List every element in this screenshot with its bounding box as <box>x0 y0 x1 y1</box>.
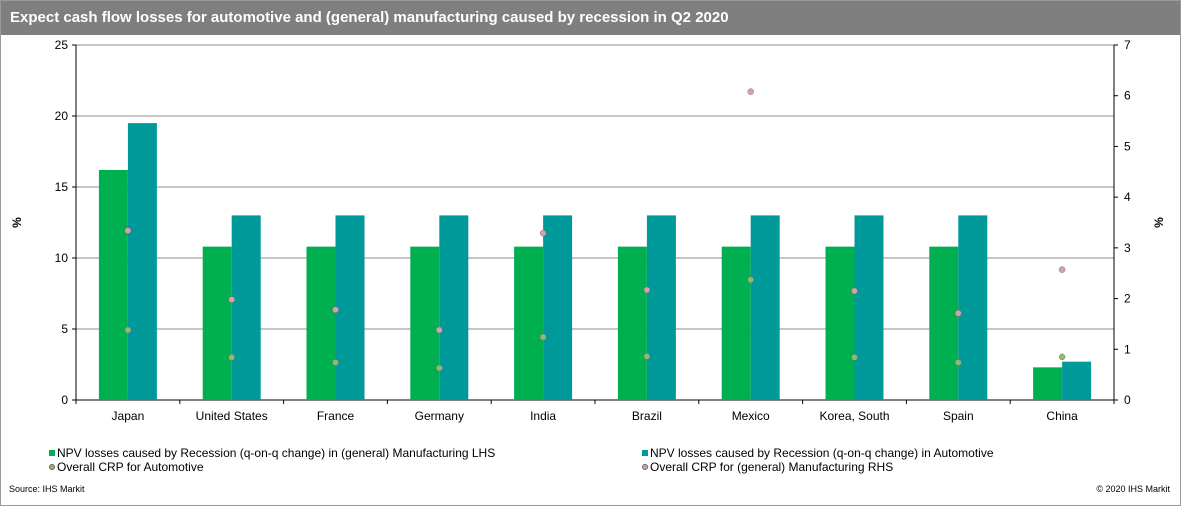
bar-automotive-9 <box>1062 361 1092 400</box>
bar-manufacturing-2 <box>306 246 336 400</box>
copyright-note: © 2020 IHS Markit <box>1096 484 1170 494</box>
x-tick-label-5: Brazil <box>632 409 662 423</box>
x-tick-label-3: Germany <box>415 409 464 423</box>
dot-crp-automotive-1 <box>228 354 235 361</box>
y-left-tick-label-3: 15 <box>55 180 69 194</box>
bar-manufacturing-4 <box>514 246 544 400</box>
x-tick-label-6: Mexico <box>732 409 770 423</box>
legend-label-manufacturing-npv: NPV losses caused by Recession (q-on-q c… <box>57 446 496 460</box>
bar-automotive-0 <box>127 123 157 400</box>
y-left-tick-label-2: 10 <box>55 251 69 265</box>
x-tick-label-9: China <box>1046 409 1078 423</box>
bar-automotive-4 <box>543 215 573 400</box>
legend-swatch-crp-manufacturing <box>642 464 648 470</box>
legend-swatch-manufacturing-npv <box>49 450 55 456</box>
bar-automotive-3 <box>439 215 469 400</box>
dot-crp-automotive-6 <box>747 276 754 284</box>
legend-label-automotive-npv: NPV losses caused by Recession (q-on-q c… <box>650 446 994 460</box>
chart-plot: 0 5 10 15 20 25 0 1 2 3 4 5 6 7% % Japan United States Fr… <box>10 38 1166 423</box>
y-right-tick-label-1: 1 <box>1124 342 1131 356</box>
dot-crp-automotive-2 <box>332 359 339 366</box>
dot-crp-automotive-4 <box>539 333 547 341</box>
dot-crp-automotive-3 <box>436 364 443 372</box>
bar-automotive-8 <box>958 215 988 400</box>
x-tick-label-7: Korea, South <box>819 409 889 423</box>
x-tick-label-8: Spain <box>943 409 974 423</box>
chart-title-bar: Expect cash flow losses for automotive a… <box>1 1 1180 35</box>
y-left-tick-label-4: 20 <box>55 109 69 123</box>
x-tick-label-2: France <box>317 409 355 423</box>
chart-title: Expect cash flow losses for automotive a… <box>10 9 729 26</box>
dot-crp-automotive-5 <box>643 353 651 360</box>
dot-crp-automotive-0 <box>124 326 132 334</box>
dot-crp-manufacturing-2 <box>332 306 339 313</box>
dot-crp-manufacturing-9 <box>1058 266 1066 273</box>
x-tick-label-0: Japan <box>112 409 145 423</box>
y-axis-right-title: % <box>1152 217 1166 228</box>
bar-manufacturing-7 <box>825 246 855 400</box>
y-right-tick-label-7: 7 <box>1124 38 1131 52</box>
legend-item-crp-automotive: Overall CRP for Automotive <box>49 459 204 475</box>
dot-crp-manufacturing-8 <box>955 310 962 317</box>
y-right-tick-label-2: 2 <box>1124 292 1131 306</box>
dot-crp-manufacturing-3 <box>436 326 443 334</box>
source-note: Source: IHS Markit <box>9 484 85 494</box>
dot-crp-automotive-7 <box>851 354 858 361</box>
y-right-tick-label-0: 0 <box>1124 393 1131 407</box>
bar-automotive-2 <box>335 215 365 400</box>
y-right-tick-label-5: 5 <box>1124 139 1131 153</box>
dot-crp-manufacturing-5 <box>643 286 651 294</box>
x-tick-label-1: United States <box>196 409 268 423</box>
legend-swatch-crp-automotive <box>49 464 55 470</box>
bar-manufacturing-0 <box>98 169 128 400</box>
x-tick-label-4: India <box>530 409 556 423</box>
y-left-tick-label-1: 5 <box>61 322 68 336</box>
dot-crp-manufacturing-0 <box>124 227 132 234</box>
y-left-tick-label-5: 25 <box>55 38 69 52</box>
dot-crp-automotive-9 <box>1058 353 1066 361</box>
bar-automotive-1 <box>231 215 261 400</box>
y-right-tick-label-4: 4 <box>1124 190 1131 204</box>
y-axis-left-title: % <box>10 217 24 228</box>
dot-crp-manufacturing-7 <box>851 287 858 295</box>
bar-manufacturing-3 <box>410 246 440 400</box>
legend-item-crp-manufacturing: Overall CRP for (general) Manufacturing … <box>642 459 893 475</box>
legend-label-crp-automotive: Overall CRP for Automotive <box>57 460 204 474</box>
dot-crp-manufacturing-6 <box>747 88 754 95</box>
legend-item-automotive-npv: NPV losses caused by Recession (q-on-q c… <box>642 445 994 461</box>
y-left-tick-label-0: 0 <box>61 393 68 407</box>
bar-manufacturing-6 <box>721 246 751 400</box>
bar-manufacturing-9 <box>1033 367 1063 400</box>
bar-manufacturing-5 <box>617 246 647 400</box>
bar-automotive-5 <box>646 215 676 400</box>
legend-swatch-automotive-npv <box>642 450 648 456</box>
bar-automotive-7 <box>854 215 884 400</box>
dot-crp-manufacturing-1 <box>228 296 235 303</box>
bar-manufacturing-8 <box>929 246 959 400</box>
bar-automotive-6 <box>750 215 780 400</box>
dot-crp-automotive-8 <box>955 359 962 366</box>
y-right-tick-label-3: 3 <box>1124 241 1131 255</box>
legend-item-manufacturing-npv: NPV losses caused by Recession (q-on-q c… <box>49 445 495 461</box>
chart-legend: NPV losses caused by Recession (q-on-q c… <box>1 445 1180 481</box>
legend-label-crp-manufacturing: Overall CRP for (general) Manufacturing … <box>650 460 894 474</box>
bar-manufacturing-1 <box>202 246 232 400</box>
dot-crp-manufacturing-4 <box>539 229 547 237</box>
y-right-tick-label-6: 6 <box>1124 89 1131 103</box>
